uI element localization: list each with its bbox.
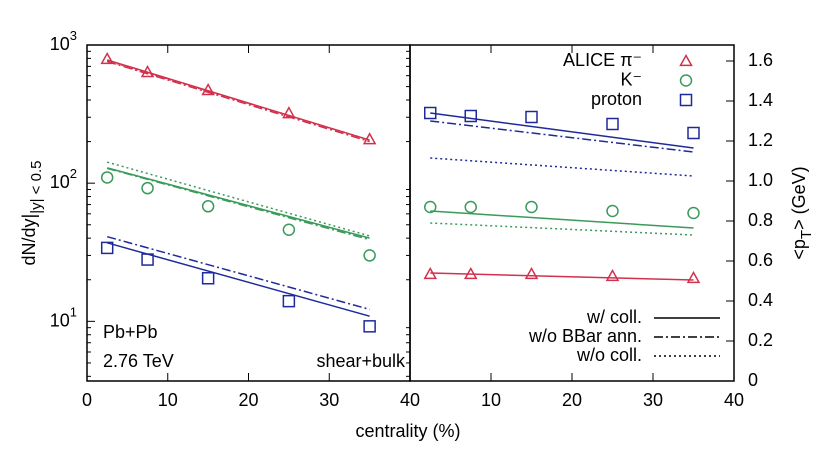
y-tick-label: 0.8 <box>748 210 773 230</box>
y-tick-label: 1.2 <box>748 130 773 150</box>
y-tick-base: 10 <box>50 172 70 192</box>
data-point <box>424 106 437 120</box>
data-point <box>100 171 114 184</box>
y-label-sub: |y| < 0.5 <box>28 161 45 214</box>
legend-label: w/o BBar ann. <box>528 326 642 346</box>
y-tick-label: 1.0 <box>748 170 773 190</box>
y-tick-label: 103 <box>50 28 77 53</box>
y-tick-label: 0.4 <box>748 290 773 310</box>
data-point <box>606 204 619 218</box>
legend-marker <box>679 74 693 87</box>
model-line <box>430 222 694 236</box>
legend-marker <box>679 53 693 67</box>
x-tick-label: 30 <box>319 390 339 410</box>
y-tick-base: 1.0 <box>748 170 773 190</box>
data-point <box>282 223 296 237</box>
annotation: Pb+Pb <box>103 322 158 342</box>
x-tick-label: 40 <box>400 390 420 410</box>
x-tick-label: 0 <box>82 390 92 410</box>
y-axis-label: <pT> (GeV) <box>789 166 815 259</box>
x-tick-label: 20 <box>238 390 258 410</box>
y-label-main: dN/dy| <box>19 214 39 266</box>
data-point <box>687 126 700 140</box>
data-point <box>606 117 619 131</box>
model-line <box>106 235 370 311</box>
y-label-end: > (GeV) <box>789 166 809 230</box>
legend-marker <box>679 93 693 107</box>
y-label-sub: T <box>798 230 815 239</box>
data-point <box>525 200 538 214</box>
model-line <box>430 120 694 153</box>
legend-label: proton <box>591 89 642 109</box>
data-point <box>363 320 376 333</box>
x-tick-label: 10 <box>158 390 178 410</box>
data-point <box>141 181 154 195</box>
y-tick-exponent: 3 <box>70 28 77 43</box>
data-point <box>201 200 215 213</box>
y-tick-label: 102 <box>50 167 77 192</box>
y-tick-label: 1.4 <box>748 90 773 110</box>
data-point <box>524 266 539 280</box>
model-line <box>106 161 370 237</box>
annotation: 2.76 TeV <box>103 351 174 371</box>
data-point <box>525 110 538 124</box>
data-point <box>605 268 620 282</box>
data-point <box>100 241 114 255</box>
data-point <box>141 253 154 266</box>
data-point <box>362 132 377 145</box>
annotation: shear+bulk <box>316 351 406 371</box>
y-tick-label: 0.2 <box>748 330 773 350</box>
model-line <box>430 210 694 229</box>
data-point <box>463 266 478 280</box>
y-label-main: <p <box>789 239 809 260</box>
y-axis-label: dN/dy||y| < 0.5 <box>19 161 45 266</box>
legend-label: w/ coll. <box>586 307 642 327</box>
x-tick-label: 10 <box>481 390 501 410</box>
model-line <box>106 242 370 317</box>
data-point <box>687 206 700 220</box>
y-tick-label: 0 <box>748 370 758 390</box>
y-tick-label: 1.6 <box>748 50 773 70</box>
model-line <box>106 59 370 141</box>
y-tick-base: 10 <box>50 310 70 330</box>
model-line <box>106 167 370 239</box>
y-tick-label: 0.6 <box>748 250 773 270</box>
data-point <box>100 51 114 65</box>
y-tick-exponent: 1 <box>70 305 77 320</box>
model-line <box>430 157 694 177</box>
data-point <box>140 65 155 78</box>
data-point <box>363 249 376 262</box>
data-point <box>464 200 477 214</box>
data-point <box>686 270 701 284</box>
data-point <box>424 200 437 214</box>
data-point <box>201 83 215 96</box>
legend-label: K⁻ <box>620 69 642 89</box>
model-line <box>106 167 370 241</box>
data-point <box>282 294 296 308</box>
data-point <box>201 272 215 285</box>
y-tick-label: 101 <box>50 305 77 330</box>
y-tick-exponent: 2 <box>70 167 77 182</box>
x-tick-label: 40 <box>724 390 744 410</box>
legend-label: ALICE π⁻ <box>563 50 642 70</box>
x-tick-label: 20 <box>562 390 582 410</box>
legend-label: w/o coll. <box>576 345 642 365</box>
model-line <box>106 60 370 143</box>
data-point <box>282 106 296 119</box>
model-line <box>430 112 694 149</box>
x-axis-label: centrality (%) <box>355 421 460 441</box>
x-tick-label: 30 <box>643 390 663 410</box>
data-point <box>464 109 477 123</box>
data-point <box>423 266 438 280</box>
y-tick-base: 10 <box>50 34 70 54</box>
